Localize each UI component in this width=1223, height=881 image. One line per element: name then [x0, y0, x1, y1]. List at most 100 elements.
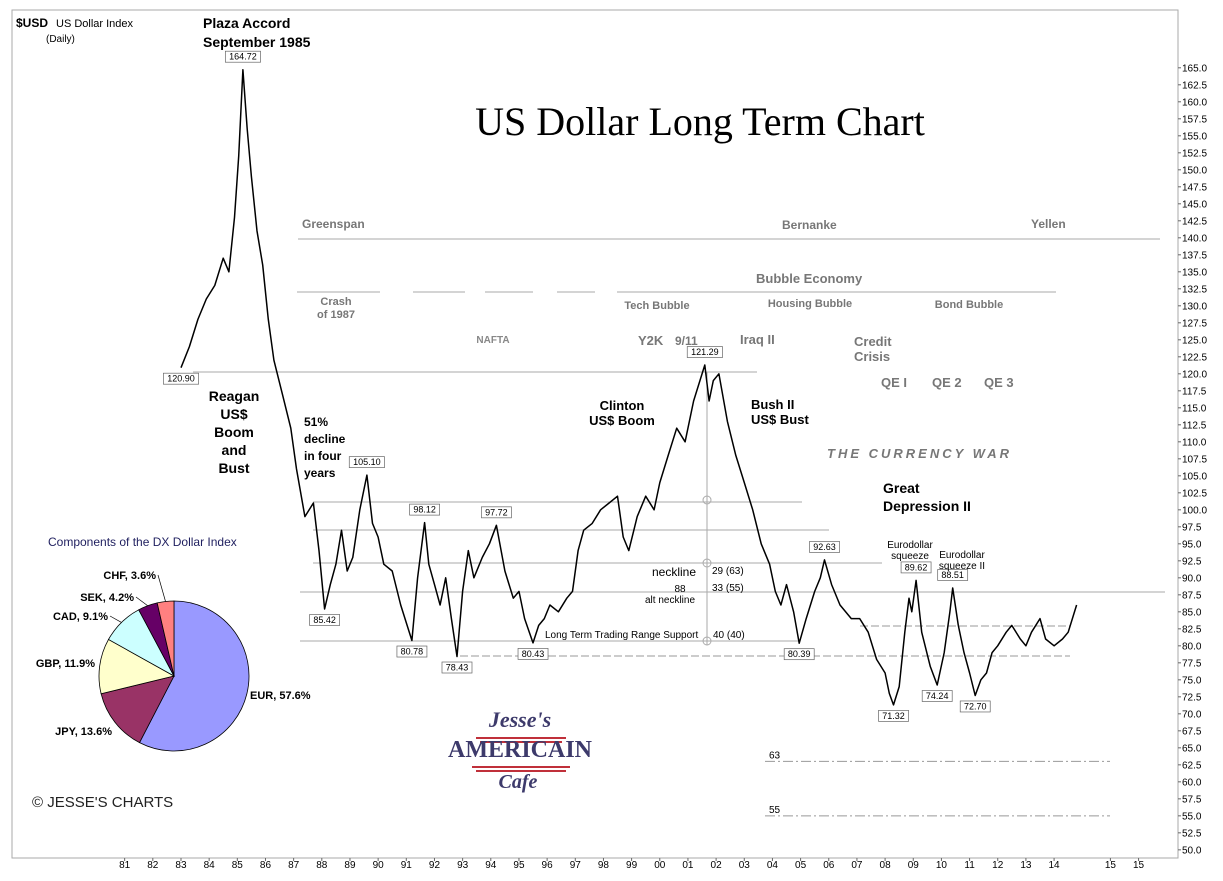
- annotation: Greenspan: [302, 217, 365, 231]
- annotation: Reagan: [209, 388, 260, 404]
- price-line: [180, 68, 1078, 706]
- annotation: Long Term Trading Range Support: [545, 630, 698, 641]
- annotation: Eurodollar: [887, 540, 933, 551]
- annotation: Bernanke: [782, 218, 837, 232]
- x-tick-label: 85: [232, 860, 244, 871]
- x-tick-label: 99: [626, 860, 638, 871]
- annotation: Credit: [854, 334, 892, 349]
- annotation: Cafe: [499, 771, 538, 793]
- y-tick-label: 130.0: [1182, 301, 1207, 312]
- pie-slice: [100, 675, 175, 744]
- annotation: Y2K: [638, 333, 664, 348]
- peak-label: 80.78: [396, 645, 428, 658]
- x-tick-label: 83: [175, 860, 187, 871]
- x-tick-label: 96: [542, 860, 554, 871]
- peak-text: 80.43: [522, 649, 545, 659]
- peak-text: 92.63: [813, 542, 836, 552]
- y-tick-label: 165.0: [1182, 63, 1207, 74]
- peak-box: [959, 700, 991, 713]
- annotation: Bond Bubble: [935, 299, 1003, 311]
- peak-label: 80.43: [517, 648, 549, 660]
- peak-box: [900, 561, 932, 574]
- annotation: Jesse's: [488, 707, 551, 732]
- peak-box: [809, 541, 840, 553]
- y-tick-label: 82.5: [1182, 624, 1202, 635]
- annotation: September 1985: [203, 34, 311, 50]
- peak-text: 78.43: [446, 663, 469, 673]
- y-tick-label: 122.5: [1182, 352, 1207, 363]
- x-tick-label: 09: [908, 860, 920, 871]
- peak-text: 164.72: [229, 52, 257, 62]
- peak-label: 85.42: [309, 614, 340, 626]
- peak-label: 92.63: [809, 541, 840, 553]
- x-tick-label: 10: [936, 860, 948, 871]
- annotation: 88: [674, 584, 686, 595]
- peak-box: [783, 648, 815, 661]
- annotation: 33 (55): [712, 583, 744, 594]
- peak-label: 89.62: [900, 561, 932, 574]
- annotation: 51%: [304, 415, 328, 429]
- peak-label: 80.39: [783, 648, 815, 661]
- annotation: QE 3: [984, 375, 1014, 390]
- x-tick-label: 08: [880, 860, 892, 871]
- y-tick-label: 132.5: [1182, 284, 1207, 295]
- y-tick-label: 142.5: [1182, 216, 1207, 227]
- pie-label: EUR, 57.6%: [250, 690, 311, 702]
- peak-box: [937, 569, 969, 581]
- peak-label: 164.72: [224, 50, 261, 63]
- y-tick-label: 162.5: [1182, 80, 1207, 91]
- y-tick-label: 77.5: [1182, 658, 1202, 669]
- annotation: Yellen: [1031, 217, 1066, 231]
- annotation: (Daily): [46, 34, 75, 45]
- x-tick-label: 81: [119, 860, 131, 871]
- x-tick-label: 90: [373, 860, 385, 871]
- y-tick-label: 117.5: [1182, 386, 1207, 397]
- annotation: QE 2: [932, 375, 962, 390]
- annotation: in four: [304, 449, 342, 463]
- y-tick-label: 152.5: [1182, 148, 1207, 159]
- peak-text: 74.24: [926, 691, 949, 701]
- peak-box: [517, 648, 549, 660]
- annotation: squeeze: [891, 551, 929, 562]
- y-tick-label: 137.5: [1182, 250, 1207, 261]
- annotation: 29 (63): [712, 566, 744, 577]
- annotation: Boom: [214, 424, 254, 440]
- x-tick-label: 92: [429, 860, 441, 871]
- peak-text: 80.39: [788, 649, 811, 659]
- peak-label: 97.72: [481, 506, 512, 519]
- x-tick-label: 03: [739, 860, 751, 871]
- peak-label: 74.24: [921, 690, 953, 702]
- annotation: Bush II: [751, 397, 794, 412]
- annotation: US$ Bust: [751, 412, 809, 427]
- x-tick-label: 14: [1049, 860, 1061, 871]
- y-tick-label: 80.0: [1182, 641, 1202, 652]
- annotation: Crisis: [854, 349, 890, 364]
- x-tick-label: 05: [795, 860, 807, 871]
- annotation: Eurodollar: [939, 550, 985, 561]
- annotation: decline: [304, 432, 346, 446]
- peak-text: 72.70: [964, 701, 987, 711]
- peak-text: 98.12: [413, 505, 436, 515]
- peak-box: [396, 645, 428, 658]
- annotation: US$ Boom: [589, 413, 655, 428]
- y-tick-label: 50.0: [1182, 845, 1202, 856]
- annotation: Bust: [218, 460, 249, 476]
- y-tick-label: 160.0: [1182, 97, 1207, 108]
- y-tick-label: 85.0: [1182, 607, 1202, 618]
- leader-line: [157, 574, 166, 602]
- peak-box: [224, 50, 261, 63]
- reference-label: 55: [769, 805, 781, 816]
- y-tick-label: 55.0: [1182, 811, 1202, 822]
- y-tick-label: 102.5: [1182, 488, 1207, 499]
- annotation: of 1987: [317, 309, 355, 321]
- peak-text: 120.90: [167, 374, 195, 384]
- annotation: Tech Bubble: [624, 300, 689, 312]
- annotation: Crash: [320, 296, 351, 308]
- peak-box: [409, 503, 440, 516]
- x-tick-label: 95: [513, 860, 525, 871]
- annotation: US$: [220, 406, 247, 422]
- peak-box: [348, 456, 385, 468]
- peak-label: 72.70: [959, 700, 991, 713]
